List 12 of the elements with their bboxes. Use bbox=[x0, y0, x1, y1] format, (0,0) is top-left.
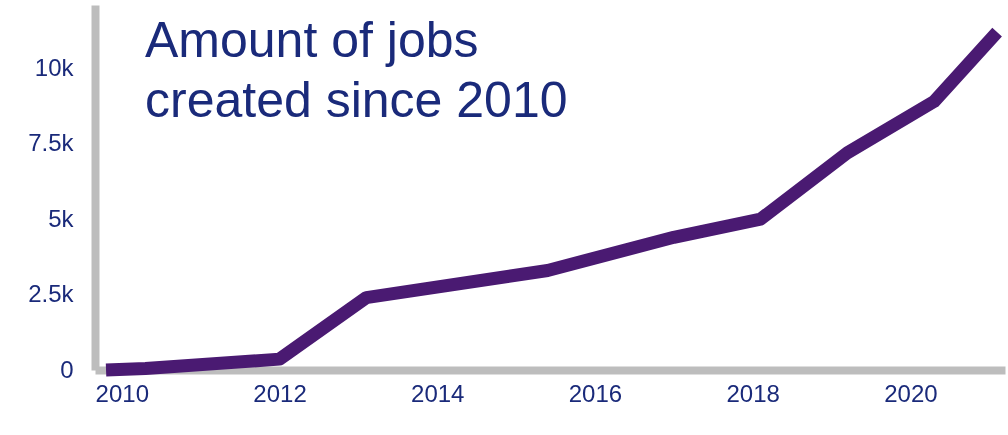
x-tick-label: 2018 bbox=[726, 379, 780, 407]
y-tick-label: 5k bbox=[48, 204, 75, 232]
y-tick-label: 10k bbox=[34, 53, 75, 81]
x-tick-label: 2014 bbox=[411, 379, 465, 407]
text: Amount of jobs created since 2010 bbox=[145, 12, 568, 128]
y-tick-label: 0 bbox=[60, 355, 74, 383]
x-tick-label: 2010 bbox=[95, 379, 150, 407]
y-tick-label: 7.5k bbox=[28, 129, 75, 157]
x-tick-label: 2012 bbox=[253, 379, 307, 407]
y-tick-label: 2.5k bbox=[28, 280, 75, 308]
x-tick-label: 2020 bbox=[884, 379, 938, 407]
x-tick-label: 2016 bbox=[568, 379, 623, 407]
